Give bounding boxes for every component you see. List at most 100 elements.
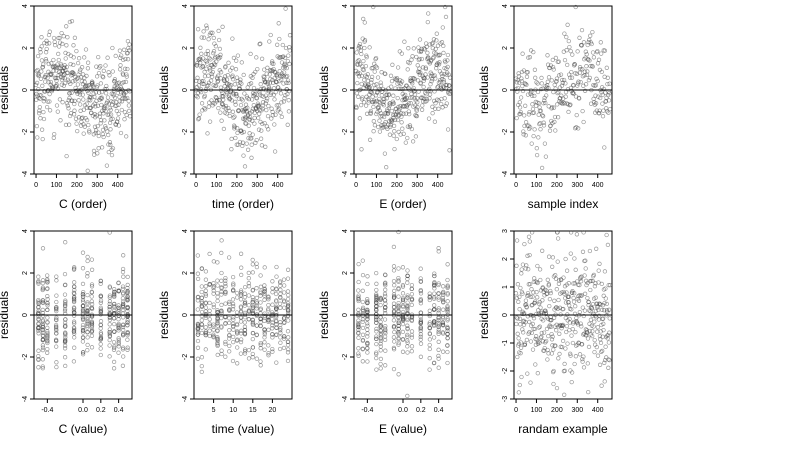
data-point	[125, 323, 130, 328]
data-point	[246, 96, 252, 102]
data-point	[405, 311, 410, 316]
data-point	[524, 74, 530, 79]
data-point	[391, 308, 397, 314]
data-point	[246, 293, 251, 298]
data-point	[445, 343, 450, 348]
data-point	[374, 82, 379, 87]
data-point	[555, 259, 560, 264]
data-point	[254, 295, 260, 301]
data-point	[250, 118, 255, 123]
data-point	[253, 69, 258, 75]
data-point	[551, 105, 557, 110]
data-point	[547, 303, 552, 309]
data-point	[378, 323, 383, 329]
data-point	[41, 99, 46, 104]
x-tick-label: 0.0	[398, 407, 408, 414]
data-point	[519, 311, 525, 316]
data-point	[605, 332, 611, 338]
data-point	[574, 232, 580, 237]
data-point	[392, 329, 397, 335]
data-point	[211, 49, 217, 54]
data-point	[559, 277, 564, 283]
data-point	[36, 365, 41, 370]
data-point	[249, 142, 254, 147]
data-point	[250, 336, 255, 342]
data-point	[409, 95, 415, 100]
data-point	[419, 56, 425, 62]
data-point	[417, 56, 422, 62]
data-point	[374, 334, 379, 339]
data-point	[556, 89, 561, 95]
data-point	[251, 103, 256, 108]
data-point	[577, 282, 582, 288]
data-point	[361, 85, 366, 91]
data-point	[75, 128, 80, 134]
data-point	[419, 107, 425, 112]
data-point	[391, 345, 397, 351]
y-tick-label: 2	[182, 46, 189, 50]
data-point	[63, 303, 68, 308]
data-point	[587, 58, 592, 63]
data-point	[235, 130, 240, 136]
data-point	[369, 80, 374, 85]
data-point	[589, 306, 595, 311]
data-point	[374, 281, 379, 286]
data-point	[121, 79, 126, 85]
data-point	[40, 246, 46, 251]
data-point	[285, 313, 291, 319]
data-point	[426, 11, 431, 16]
data-point	[231, 115, 236, 120]
data-point	[203, 293, 209, 298]
data-point	[527, 239, 532, 244]
data-point	[396, 266, 401, 271]
data-point	[396, 303, 401, 308]
data-point	[586, 40, 591, 45]
data-point	[598, 302, 603, 307]
data-point	[567, 103, 572, 108]
data-point	[575, 322, 581, 327]
data-point	[378, 356, 384, 362]
data-point	[60, 41, 65, 47]
data-point	[378, 348, 383, 353]
data-point	[431, 320, 437, 326]
data-point	[514, 238, 520, 243]
data-point	[405, 300, 410, 305]
data-point	[285, 267, 291, 272]
data-point	[541, 330, 547, 335]
data-point	[81, 131, 86, 136]
data-point	[116, 288, 121, 293]
data-point	[45, 300, 50, 306]
data-point	[590, 278, 595, 284]
data-point	[226, 255, 232, 260]
data-point	[523, 133, 528, 138]
data-point	[125, 296, 130, 301]
data-point	[97, 114, 102, 119]
data-point	[601, 293, 606, 298]
y-tick-label: 4	[342, 229, 349, 233]
data-point	[211, 302, 216, 307]
data-point	[579, 27, 585, 33]
data-point	[107, 337, 112, 343]
data-point	[435, 43, 441, 48]
data-point	[227, 97, 232, 102]
data-point	[270, 279, 275, 284]
data-point	[250, 75, 255, 80]
data-point	[274, 299, 279, 304]
data-point	[529, 230, 535, 235]
data-point	[112, 77, 118, 82]
data-point	[40, 347, 46, 353]
data-point	[436, 331, 441, 336]
data-point	[588, 33, 593, 38]
data-point	[96, 133, 101, 139]
data-point	[364, 74, 370, 80]
data-point	[535, 295, 540, 300]
data-point	[281, 70, 287, 75]
data-point	[120, 301, 126, 307]
data-point	[285, 276, 291, 281]
data-point	[34, 123, 40, 129]
data-point	[80, 297, 86, 302]
data-point	[95, 123, 100, 129]
data-point	[565, 341, 570, 346]
data-point	[432, 283, 437, 289]
data-point	[236, 96, 242, 101]
